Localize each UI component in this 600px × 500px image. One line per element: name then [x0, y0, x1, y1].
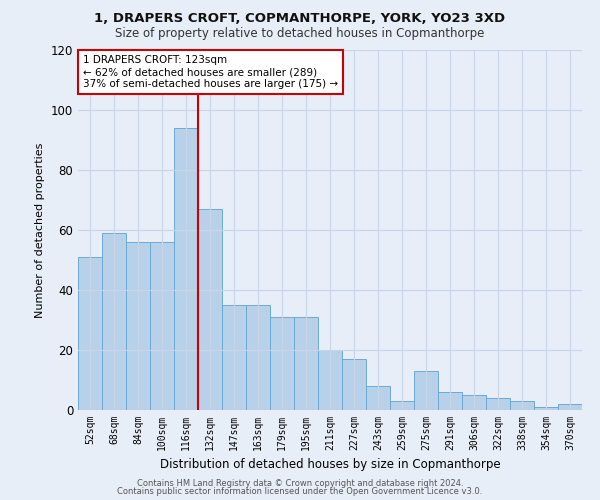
Bar [438, 392, 462, 410]
Bar [318, 350, 342, 410]
X-axis label: Distribution of detached houses by size in Copmanthorpe: Distribution of detached houses by size … [160, 458, 500, 471]
Bar [342, 359, 366, 410]
Text: Contains public sector information licensed under the Open Government Licence v3: Contains public sector information licen… [118, 487, 482, 496]
Y-axis label: Number of detached properties: Number of detached properties [35, 142, 45, 318]
Text: Contains HM Land Registry data © Crown copyright and database right 2024.: Contains HM Land Registry data © Crown c… [137, 478, 463, 488]
Bar [222, 305, 246, 410]
Text: 1 DRAPERS CROFT: 123sqm
← 62% of detached houses are smaller (289)
37% of semi-d: 1 DRAPERS CROFT: 123sqm ← 62% of detache… [83, 56, 338, 88]
Text: Size of property relative to detached houses in Copmanthorpe: Size of property relative to detached ho… [115, 28, 485, 40]
Bar [126, 242, 150, 410]
Bar [270, 317, 294, 410]
Bar [558, 404, 582, 410]
Bar [246, 305, 270, 410]
Bar [174, 128, 198, 410]
Bar [390, 401, 414, 410]
Bar [534, 407, 558, 410]
Bar [510, 401, 534, 410]
Bar [102, 233, 126, 410]
Bar [414, 371, 438, 410]
Bar [78, 257, 102, 410]
Bar [294, 317, 318, 410]
Text: 1, DRAPERS CROFT, COPMANTHORPE, YORK, YO23 3XD: 1, DRAPERS CROFT, COPMANTHORPE, YORK, YO… [94, 12, 506, 26]
Bar [366, 386, 390, 410]
Bar [462, 395, 486, 410]
Bar [150, 242, 174, 410]
Bar [486, 398, 510, 410]
Bar [198, 209, 222, 410]
